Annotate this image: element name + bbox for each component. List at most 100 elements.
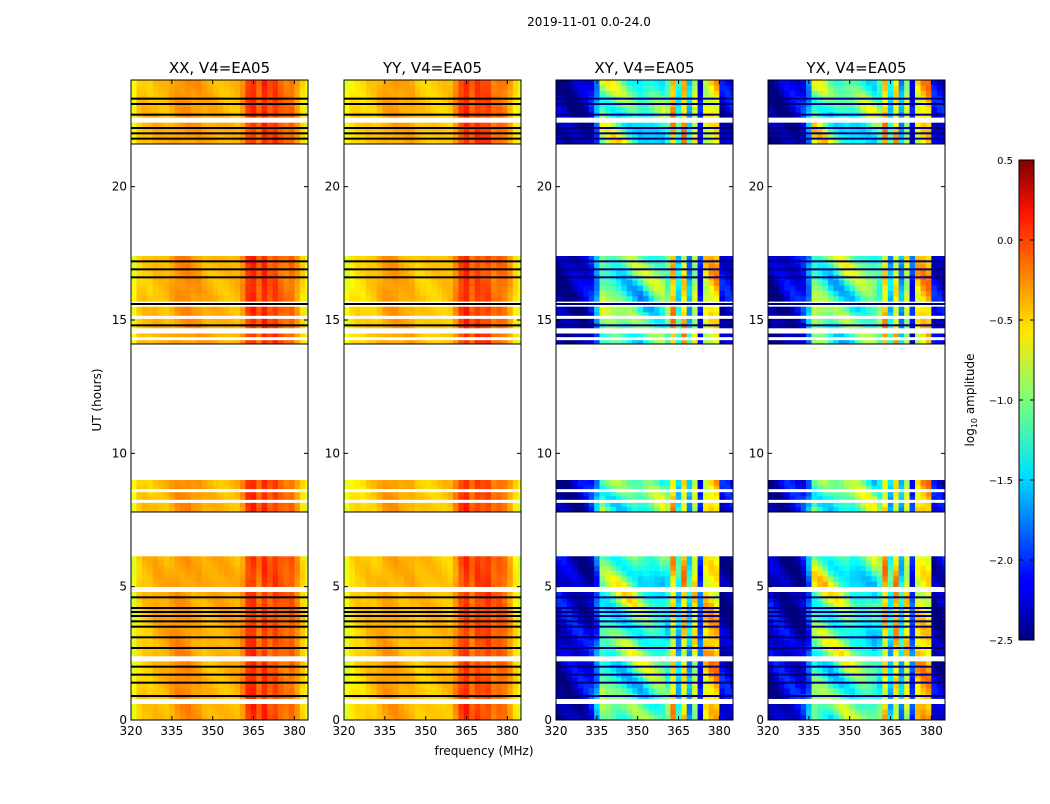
- heatmap-cell: [447, 85, 453, 91]
- heatmap-cell: [349, 107, 355, 113]
- flagged-row: [344, 103, 521, 105]
- heatmap-cell: [294, 480, 300, 486]
- heatmap-cell: [649, 709, 655, 715]
- heatmap-cell: [153, 107, 159, 113]
- heatmap-cell: [294, 107, 300, 113]
- heatmap-cell: [420, 507, 426, 513]
- heatmap-cell: [234, 291, 240, 297]
- heatmap-cell: [273, 640, 279, 646]
- heatmap-cell: [147, 507, 153, 513]
- heatmap-cell: [496, 715, 502, 721]
- heatmap-cell: [388, 80, 394, 86]
- heatmap-cell: [398, 480, 404, 486]
- heatmap-cell: [698, 565, 704, 571]
- heatmap-cell: [431, 107, 437, 113]
- flagged-row: [344, 682, 521, 684]
- heatmap-cell: [262, 560, 268, 566]
- heatmap-cell: [469, 629, 475, 635]
- heatmap-cell: [420, 560, 426, 566]
- heatmap-cell: [371, 80, 377, 86]
- heatmap-cell: [283, 629, 289, 635]
- heatmap-cell: [344, 107, 350, 113]
- heatmap-cell: [638, 571, 644, 577]
- heatmap-cell: [583, 629, 589, 635]
- heatmap-cell: [371, 256, 377, 259]
- heatmap-cell: [561, 651, 567, 657]
- heatmap-cell: [404, 296, 410, 302]
- heatmap-cell: [377, 640, 383, 646]
- heatmap-cell: [349, 285, 355, 291]
- heatmap-cell: [594, 565, 600, 571]
- heatmap-cell: [404, 91, 410, 97]
- heatmap-cell: [388, 688, 394, 694]
- heatmap-cell: [136, 556, 142, 560]
- heatmap-cell: [681, 715, 687, 721]
- heatmap-cell: [513, 91, 519, 97]
- heatmap-cell: [207, 640, 213, 646]
- heatmap-cell: [725, 704, 731, 710]
- heatmap-cell: [278, 85, 284, 91]
- heatmap-cell: [621, 560, 627, 566]
- heatmap-cell: [371, 560, 377, 566]
- heatmap-cell: [175, 581, 181, 587]
- heatmap-cell: [437, 640, 443, 646]
- heatmap-cell: [469, 581, 475, 587]
- heatmap-cell: [382, 256, 388, 259]
- heatmap-cell: [360, 565, 366, 571]
- heatmap-cell: [458, 307, 464, 313]
- heatmap-cell: [273, 704, 279, 710]
- heatmap-cell: [464, 571, 470, 577]
- heatmap-cell: [453, 556, 459, 560]
- heatmap-cell: [475, 571, 481, 577]
- heatmap-cell: [175, 709, 181, 715]
- heatmap-cell: [229, 688, 235, 694]
- heatmap-cell: [475, 285, 481, 291]
- heatmap-cell: [136, 256, 142, 259]
- heatmap-cell: [300, 285, 306, 291]
- heatmap-cell: [437, 480, 443, 486]
- heatmap-cell: [224, 560, 230, 566]
- heatmap-cell: [256, 296, 262, 302]
- flagged-row: [131, 611, 308, 613]
- heatmap-cell: [153, 91, 159, 97]
- heatmap-cell: [267, 629, 273, 635]
- heatmap-cell: [676, 651, 682, 657]
- heatmap-cell: [382, 704, 388, 710]
- heatmap-cell: [409, 280, 415, 286]
- heatmap-cell: [480, 480, 486, 486]
- heatmap-cell: [283, 565, 289, 571]
- heatmap-cell: [366, 709, 372, 715]
- heatmap-cell: [393, 571, 399, 577]
- heatmap-cell: [491, 291, 497, 297]
- heatmap-cell: [273, 629, 279, 635]
- heatmap-cell: [600, 709, 606, 715]
- heatmap-cell: [513, 651, 519, 657]
- heatmap-cell: [185, 296, 191, 302]
- heatmap-cell: [698, 688, 704, 694]
- heatmap-cell: [185, 91, 191, 97]
- heatmap-cell: [638, 581, 644, 587]
- heatmap-cell: [131, 709, 137, 715]
- heatmap-cell: [654, 629, 660, 635]
- heatmap-cell: [382, 560, 388, 566]
- heatmap-cell: [142, 688, 148, 694]
- heatmap-cell: [218, 280, 224, 286]
- heatmap-cell: [600, 629, 606, 635]
- heatmap-cell: [659, 560, 665, 566]
- heatmap-cell: [256, 80, 262, 86]
- heatmap-cell: [273, 709, 279, 715]
- heatmap-cell: [371, 576, 377, 582]
- heatmap-cell: [229, 581, 235, 587]
- heatmap-cell: [409, 296, 415, 302]
- heatmap-cell: [273, 571, 279, 577]
- heatmap-cell: [583, 581, 589, 587]
- heatmap-cell: [180, 256, 186, 259]
- heatmap-cell: [464, 688, 470, 694]
- heatmap-cell: [610, 576, 616, 582]
- heatmap-cell: [153, 480, 159, 486]
- heatmap-cell: [377, 480, 383, 486]
- heatmap-cell: [196, 291, 202, 297]
- heatmap-cell: [234, 565, 240, 571]
- heatmap-cell: [513, 640, 519, 646]
- heatmap-cell: [572, 581, 578, 587]
